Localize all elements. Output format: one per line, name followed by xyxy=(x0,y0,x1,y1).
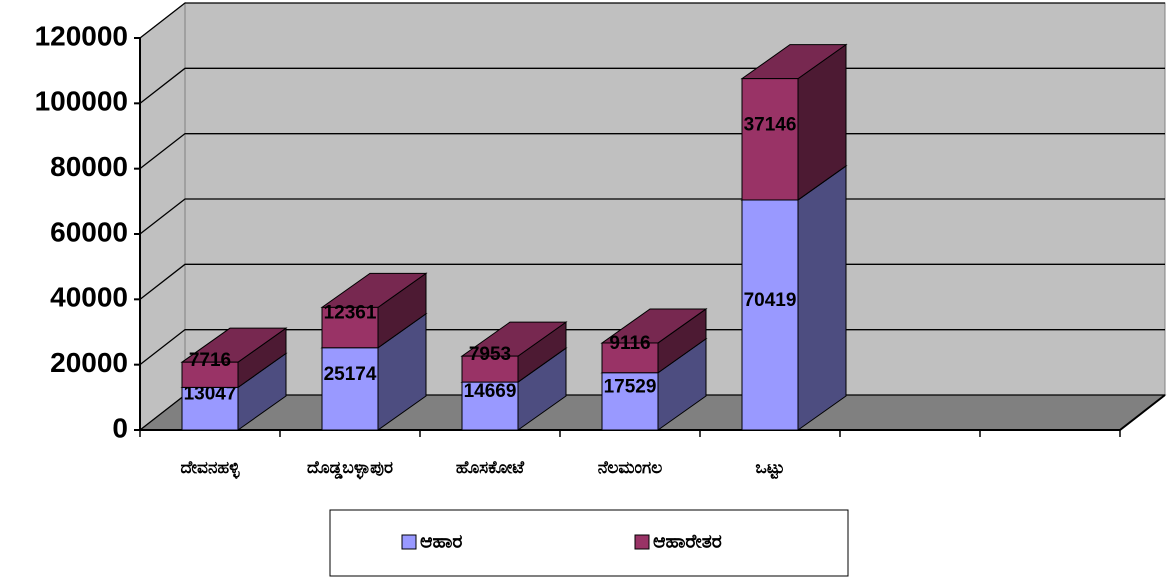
bar-front xyxy=(321,306,379,349)
y-tick-label: 60000 xyxy=(50,216,128,247)
x-tick-label: ಒಟ್ಟು xyxy=(755,458,784,480)
value-label: 9116 xyxy=(609,333,650,354)
bar-front xyxy=(181,386,239,431)
value-label: 12361 xyxy=(324,303,377,324)
bar-front xyxy=(461,381,519,431)
value-label: 13047 xyxy=(184,384,237,405)
legend-label: ಆಹಾರೇತರ xyxy=(653,531,722,553)
bar xyxy=(600,307,708,374)
value-label: 37146 xyxy=(744,114,797,135)
x-tick-label: ದೊಡ್ಡಬಳ್ಳಾಪುರ xyxy=(307,458,393,480)
bar xyxy=(460,321,568,384)
x-tick-label: ಹೊಸಕೋಟೆ xyxy=(456,458,526,478)
y-tick-label: 0 xyxy=(112,412,128,443)
bar-front xyxy=(461,355,519,383)
x-tick-label: ದೇವನಹಳ್ಳಿ xyxy=(180,458,240,479)
y-tick-label: 20000 xyxy=(50,347,128,378)
x-tick-label: ನೆಲಮಂಗಲ xyxy=(598,458,663,478)
value-label: 25174 xyxy=(324,364,377,385)
value-label: 70419 xyxy=(744,290,797,311)
bar xyxy=(180,327,288,389)
bar-front xyxy=(321,347,379,431)
y-tick-label: 80000 xyxy=(50,151,128,182)
y-tick-label: 40000 xyxy=(50,282,128,313)
value-label: 7953 xyxy=(469,344,511,365)
value-label: 17529 xyxy=(604,376,657,397)
bar-front xyxy=(181,361,239,388)
value-label: 7716 xyxy=(189,350,231,371)
bar xyxy=(320,272,428,349)
y-tick-label: 100000 xyxy=(35,86,128,117)
bar xyxy=(740,43,848,201)
legend-label: ಆಹಾರ xyxy=(420,531,462,553)
bar-front xyxy=(741,78,799,201)
grid-line xyxy=(139,2,1165,39)
bar-front xyxy=(601,372,659,431)
bar-side xyxy=(797,164,847,431)
legend-swatch xyxy=(634,534,650,550)
bar-front xyxy=(601,342,659,374)
legend-swatch xyxy=(401,534,417,550)
y-tick-label: 120000 xyxy=(35,20,128,51)
value-label: 14669 xyxy=(464,381,517,402)
bar-front xyxy=(741,199,799,431)
